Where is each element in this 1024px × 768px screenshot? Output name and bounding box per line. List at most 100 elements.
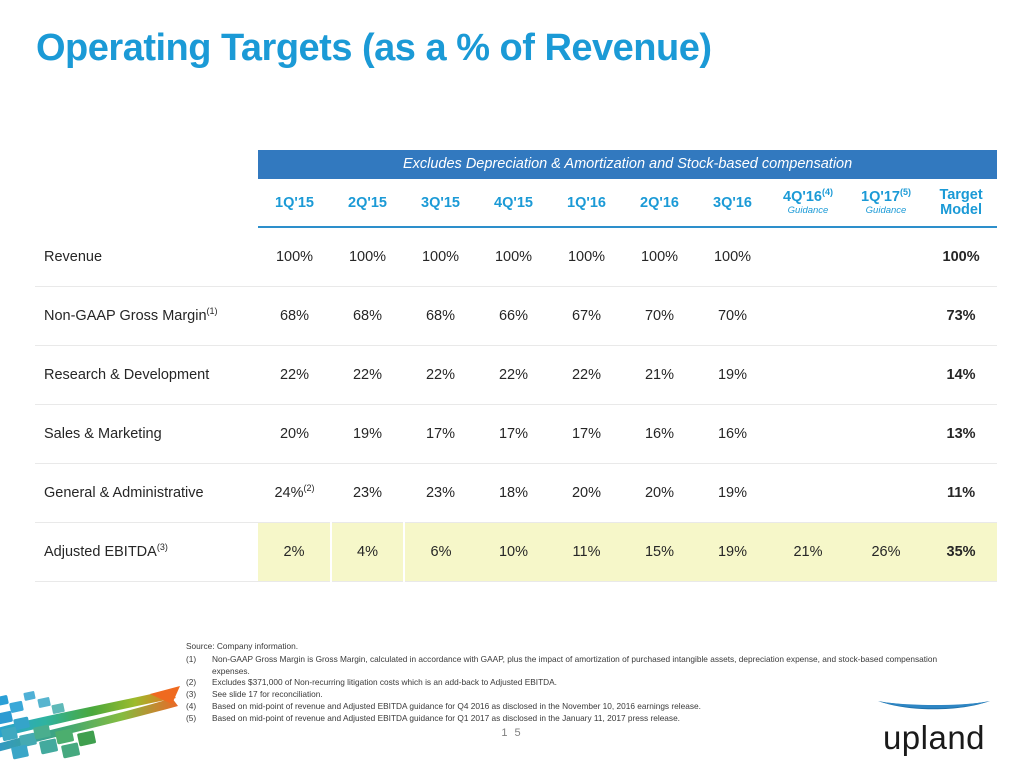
cell-value: 20% [644, 485, 675, 502]
table-cell: 23% [404, 463, 477, 524]
footnote-item: (4) Based on mid-point of revenue and Adj… [186, 701, 976, 713]
column-header-row: 1Q'15 2Q'15 3Q'15 4Q'15 1Q'16 2Q'16 3Q'16 4Q'16… [35, 179, 998, 229]
cell-value: 6% [430, 544, 452, 561]
table-cell: 22% [331, 345, 404, 406]
cell-value: 68% [279, 308, 310, 325]
column-header-label: 4Q'16 [783, 189, 822, 206]
table-cell: 22% [404, 345, 477, 406]
footnote-item: (3) See slide 17 for reconciliation. [186, 689, 976, 701]
cell-value: 17% [498, 426, 529, 443]
cell-value: 100% [640, 249, 679, 266]
table-cell: 19% [696, 463, 769, 524]
table-cell: 20% [623, 463, 696, 524]
table-cell: 15% [623, 522, 696, 583]
table-cell: 68% [258, 286, 331, 347]
column-header-7: 3Q'16 [696, 179, 769, 229]
cell-value: 14% [946, 367, 976, 384]
cell-value: 11% [572, 544, 601, 561]
footnote-list: (1) Non-GAAP Gross Margin is Gross Margin… [186, 654, 976, 725]
cell-value: 70% [644, 308, 675, 325]
column-header-10: Target ModelTargetModel [925, 179, 998, 229]
cell-value: 4% [357, 544, 378, 561]
footnotes-block: Source: Company information. (1) Non-GAAP… [186, 641, 976, 724]
table-cell: 100% [477, 227, 550, 288]
cell-value: 19% [717, 367, 748, 384]
cell-value: 21% [644, 367, 675, 384]
table-cell: 22% [258, 345, 331, 406]
row-label-text: General & Administrative [44, 485, 204, 502]
cell-value: 100% [567, 249, 606, 266]
cell-value: 67% [571, 308, 602, 325]
cell-value: 22% [571, 367, 602, 384]
table-cell [847, 227, 925, 288]
table-cell: 100% [331, 227, 404, 288]
footnote-item: (5) Based on mid-point of revenue and Adj… [186, 713, 976, 725]
column-header-label: 2Q'16 [640, 194, 679, 211]
footnote-number: (2) [186, 677, 197, 688]
table-cell: 70% [696, 286, 769, 347]
table-cell: 19% [696, 345, 769, 406]
footnote-text: Non-GAAP Gross Margin is Gross Margin, c… [212, 653, 938, 676]
column-header-5: 1Q'16 [550, 179, 623, 229]
table-cell: 70% [623, 286, 696, 347]
table-cell: 23% [331, 463, 404, 524]
cell-footnote-marker: (2) [303, 483, 315, 494]
column-header-9: 1Q'17(5) Guidance [847, 179, 925, 229]
table-cell: 20% [550, 463, 623, 524]
row-label: Sales & Marketing [35, 404, 258, 465]
cell-value: 100% [348, 249, 387, 266]
table-cell: 14% [925, 345, 998, 406]
footnote-source: Source: Company information. [186, 641, 299, 651]
cell-value: 68% [425, 308, 456, 325]
table-cell [769, 404, 847, 465]
column-header-label-spacer [35, 179, 258, 227]
table-cell: 13% [925, 404, 998, 465]
table-cell [847, 404, 925, 465]
footnote-number: (4) [186, 700, 197, 711]
table-cell: 68% [404, 286, 477, 347]
table-cell: 100% [404, 227, 477, 288]
cell-value: 68% [352, 308, 383, 325]
cell-value: 23% [352, 485, 383, 502]
table-cell: 100% [696, 227, 769, 288]
cell-value: 22% [279, 367, 310, 384]
page-title: Operating Targets (as a % of Revenue) [36, 27, 712, 69]
cell-value: 66% [498, 308, 529, 325]
table-cell [847, 345, 925, 406]
column-header-6: 2Q'16 [623, 179, 696, 229]
table-cell: 22% [477, 345, 550, 406]
table-cell: 20% [258, 404, 331, 465]
footnote-text: Based on mid-point of revenue and Adjust… [212, 700, 701, 711]
table-cell: 66% [477, 286, 550, 347]
cell-value: 100% [713, 249, 752, 266]
cell-value: 18% [498, 485, 529, 502]
cell-value: 17% [425, 426, 456, 443]
table-cell: 100% [623, 227, 696, 288]
cell-value: 20% [279, 426, 310, 443]
cell-value: 19% [717, 485, 748, 502]
cell-value: 100% [275, 249, 314, 266]
cell-value: 22% [352, 367, 383, 384]
column-header-footnote-marker: (5) [899, 187, 911, 198]
table-body: Revenue 100% 100% 100% 100% 100% 100% 100% 100% N… [35, 227, 998, 583]
footnote-number: (3) [186, 689, 197, 700]
column-header-label: 2Q'15 [348, 194, 387, 211]
table-cell: 16% [623, 404, 696, 465]
table-cell [769, 463, 847, 524]
table-cell: 18% [477, 463, 550, 524]
row-label-text: Research & Development [44, 367, 210, 384]
table-cell: 67% [550, 286, 623, 347]
table-cell: 2% [258, 522, 332, 583]
row-label: Revenue [35, 227, 258, 288]
row-label: Research & Development [35, 345, 258, 406]
cell-value: 2% [283, 544, 305, 561]
cell-value: 13% [946, 426, 976, 443]
table-cell: 24%(2) [258, 463, 331, 524]
row-label-text: Revenue [44, 248, 103, 265]
table-header: Excludes Depreciation & Amortization and… [35, 150, 998, 229]
cell-value: 20% [571, 485, 602, 502]
footnote-number: (5) [186, 712, 197, 723]
banner-row: Excludes Depreciation & Amortization and… [35, 150, 998, 179]
cell-value: 24% [274, 485, 304, 502]
column-header-1: 1Q'15 [258, 179, 331, 229]
